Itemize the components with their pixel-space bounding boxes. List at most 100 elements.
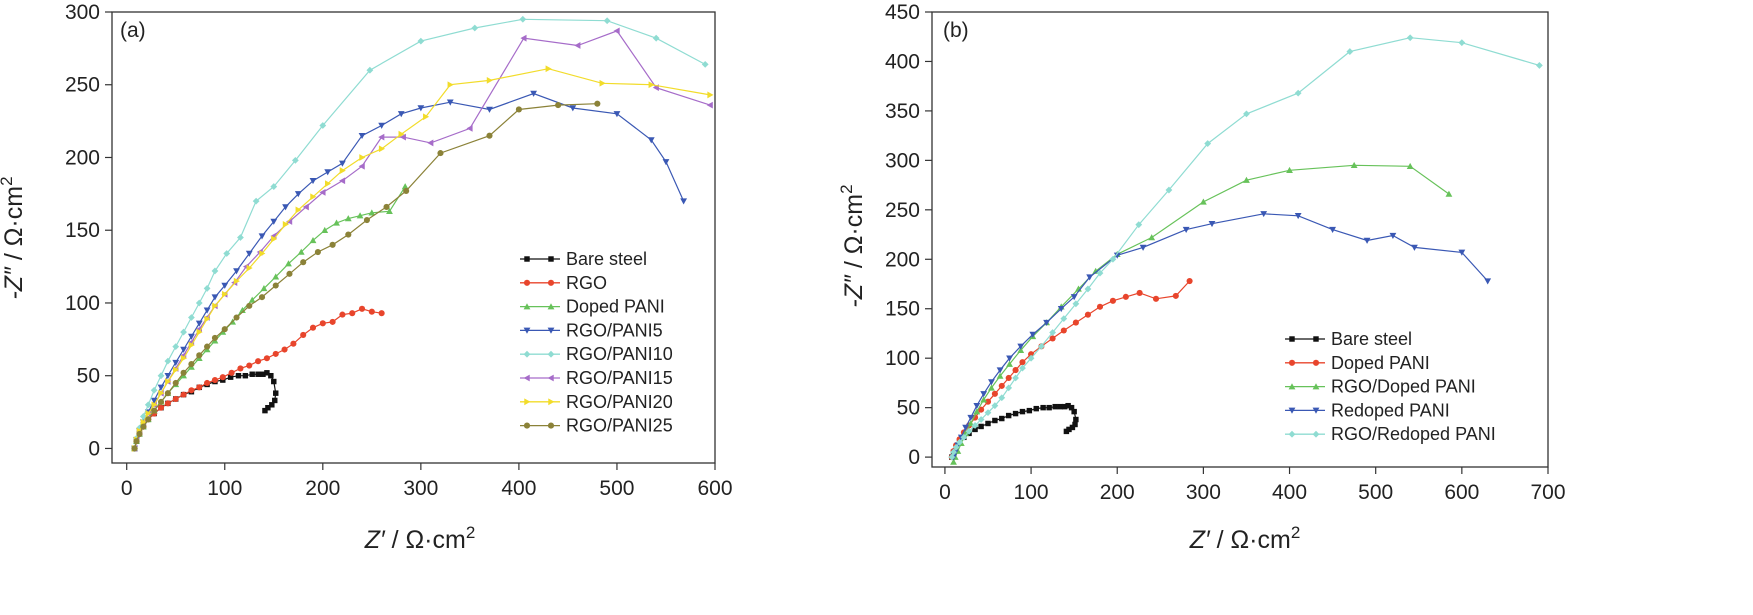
data-point (466, 124, 473, 132)
legend-marker (547, 303, 555, 310)
data-point (329, 241, 336, 248)
legend-label: Doped PANI (1331, 353, 1430, 373)
data-point (1061, 403, 1068, 410)
data-point (223, 250, 231, 257)
data-point (1135, 221, 1143, 229)
legend-marker (523, 279, 531, 286)
series-5 (948, 34, 1543, 461)
data-point (1019, 364, 1026, 372)
data-point (1329, 226, 1337, 234)
data-point (285, 260, 292, 267)
data-point (706, 101, 713, 109)
data-point (263, 355, 270, 362)
y-tick-label: 300 (65, 1, 100, 24)
data-point (1136, 289, 1143, 296)
data-point (172, 359, 180, 367)
legend-marker (548, 398, 555, 406)
data-point (952, 443, 960, 451)
data-point (378, 310, 385, 317)
data-point (1065, 402, 1071, 409)
data-point (272, 397, 278, 404)
data-point (996, 372, 1004, 379)
series-line (134, 308, 382, 449)
data-point (594, 100, 601, 107)
data-point (1060, 327, 1067, 334)
data-point (157, 384, 165, 391)
data-point (1535, 62, 1543, 69)
data-point (984, 409, 992, 416)
legend-label: RGO/PANI10 (566, 344, 673, 364)
data-point (555, 102, 562, 109)
data-point (1243, 176, 1250, 183)
data-point (1084, 311, 1091, 318)
data-point (300, 259, 307, 266)
data-point (1260, 211, 1268, 218)
data-point (447, 81, 454, 89)
data-point (227, 374, 234, 380)
data-point (219, 374, 226, 381)
data-point (221, 282, 229, 289)
data-point (1017, 346, 1025, 354)
data-point (1049, 329, 1057, 336)
data-point (423, 113, 430, 121)
legend-marker (1288, 383, 1296, 390)
data-point (131, 445, 138, 452)
data-point (211, 334, 219, 341)
data-point (309, 237, 317, 244)
data-point (486, 106, 493, 113)
data-point (1148, 234, 1156, 241)
data-point (294, 191, 302, 198)
legend-label: RGO/PANI25 (566, 416, 673, 436)
legend-marker (547, 422, 555, 429)
y-axis-title: -Z″ / Ω·cm2 (0, 176, 28, 299)
data-point (383, 203, 390, 211)
data-point (195, 320, 203, 327)
data-point (295, 206, 302, 214)
data-point (255, 371, 261, 377)
data-point (339, 177, 346, 185)
data-point (188, 361, 195, 368)
data-point (1033, 405, 1039, 412)
data-point (258, 294, 266, 301)
x-tick-label: 200 (1100, 481, 1135, 504)
data-point (984, 398, 992, 405)
data-point (211, 267, 219, 275)
data-point (378, 145, 386, 153)
data-point (282, 204, 289, 211)
data-point (520, 34, 527, 42)
data-point (1204, 140, 1212, 147)
data-point (1052, 403, 1058, 410)
data-point (1017, 343, 1025, 350)
data-point (196, 328, 203, 336)
data-point (239, 306, 246, 313)
data-point (228, 369, 235, 376)
data-point (1046, 404, 1052, 411)
data-point (258, 233, 266, 240)
data-point (269, 402, 275, 408)
data-point (144, 401, 152, 409)
data-point (252, 197, 260, 205)
data-point (530, 90, 538, 97)
data-point (446, 99, 454, 106)
data-point (180, 369, 187, 376)
data-point (249, 371, 255, 377)
data-point (1363, 237, 1371, 244)
data-point (262, 407, 268, 414)
data-point (203, 285, 211, 292)
data-point (188, 341, 195, 349)
x-axis-title: Z′ / Ω·cm2 (1189, 523, 1301, 554)
data-point (180, 346, 187, 353)
data-point (339, 167, 346, 174)
data-point (356, 212, 364, 219)
data-point (1199, 198, 1207, 205)
legend-label: Bare steel (566, 249, 647, 269)
x-tick-label: 100 (207, 477, 242, 500)
data-point (195, 299, 203, 307)
chart-panel-a: 0 100 200 300 400 500 600 0 50 100 150 200 250 300 (a)… (0, 1, 733, 554)
data-point (1139, 244, 1147, 251)
y-tick-label: 50 (77, 365, 100, 388)
data-point (999, 415, 1005, 422)
data-point (302, 203, 309, 211)
data-point (1165, 186, 1173, 194)
data-point (1109, 297, 1116, 304)
